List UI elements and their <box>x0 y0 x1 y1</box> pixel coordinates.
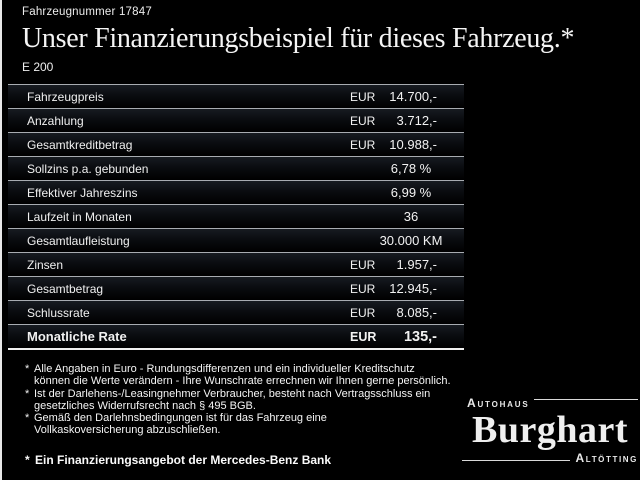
row-currency: EUR <box>350 89 376 104</box>
bank-note: * Ein Finanzierungsangebot der Mercedes-… <box>25 453 331 467</box>
page-title: Unser Finanzierungsbeispiel für dieses F… <box>22 23 575 54</box>
row-label: Sollzins p.a. gebunden <box>27 161 149 176</box>
logo-rule-bottom <box>462 460 570 461</box>
row-value: 12.945,- <box>389 281 437 296</box>
row-currency: EUR <box>350 137 376 152</box>
row-value: 6,99 % <box>390 185 432 200</box>
row-value: 36 <box>403 209 419 224</box>
footnote: * Ist der Darlehens-/Leasingnehmer Verbr… <box>25 388 480 413</box>
table-row: Fahrzeugpreis EUR 14.700,- <box>8 84 464 108</box>
row-label: Fahrzeugpreis <box>27 89 104 104</box>
row-value: 14.700,- <box>389 89 437 104</box>
footnote-line: Ist der Darlehens-/Leasingnehmer Verbrau… <box>34 387 431 400</box>
financing-table: Fahrzeugpreis EUR 14.700,- Anzahlung EUR… <box>8 84 464 350</box>
footnote-line: gesetzliches Widerrufsrecht nach § 495 B… <box>34 399 256 412</box>
row-currency: EUR <box>350 257 376 272</box>
asterisk-marker: * <box>25 363 30 375</box>
row-currency: EUR <box>350 329 377 344</box>
row-currency: EUR <box>350 281 376 296</box>
logo-autohaus-label: Autohaus <box>467 396 530 410</box>
left-accent-line <box>0 0 2 480</box>
row-value: 6,78 % <box>390 161 432 176</box>
row-label: Schlussrate <box>27 305 90 320</box>
row-value: 8.085,- <box>396 305 437 320</box>
table-row: Anzahlung EUR 3.712,- <box>8 108 464 132</box>
footnote-line: Alle Angaben in Euro - Rundungsdifferenz… <box>34 363 415 375</box>
table-row: Laufzeit in Monaten 36 <box>8 204 464 228</box>
row-value: 1.957,- <box>396 257 437 272</box>
footnotes: * Alle Angaben in Euro - Rundungsdiffere… <box>25 363 480 437</box>
row-value: 135,- <box>403 328 437 345</box>
vehicle-model: E 200 <box>22 60 54 74</box>
asterisk-marker: * <box>25 412 30 425</box>
footnote-line: können die Werte verändern - Ihre Wunsch… <box>34 375 451 388</box>
row-label: Gesamtbetrag <box>27 281 104 296</box>
logo-dealer-name: Burghart <box>472 409 628 451</box>
dealer-logo: Autohaus Burghart Altötting <box>462 396 638 465</box>
asterisk-marker: * <box>25 453 30 467</box>
logo-rule-top <box>534 399 638 400</box>
row-label: Effektiver Jahreszins <box>27 185 138 200</box>
table-row-monthly-rate: Monatliche Rate EUR 135,- <box>8 324 464 348</box>
row-currency: EUR <box>350 305 376 320</box>
footnote-line: Gemäß den Darlehnsbedingungen ist für da… <box>34 412 327 425</box>
row-value: 30.000 KM <box>379 233 443 248</box>
table-row: Effektiver Jahreszins 6,99 % <box>8 180 464 204</box>
table-row: Gesamtbetrag EUR 12.945,- <box>8 276 464 300</box>
footnote: * Gemäß den Darlehnsbedingungen ist für … <box>25 412 480 437</box>
row-value: 3.712,- <box>396 113 437 128</box>
asterisk-marker: * <box>25 387 30 400</box>
bank-note-text: Ein Finanzierungsangebot der Mercedes-Be… <box>35 453 332 467</box>
footnote: * Alle Angaben in Euro - Rundungsdiffere… <box>25 363 480 388</box>
table-row: Sollzins p.a. gebunden 6,78 % <box>8 156 464 180</box>
footnote-line: Vollkaskoversicherung abzuschließen. <box>34 424 221 437</box>
row-value: 10.988,- <box>389 137 437 152</box>
row-label: Gesamtkreditbetrag <box>27 137 133 152</box>
table-row: Zinsen EUR 1.957,- <box>8 252 464 276</box>
table-row: Schlussrate EUR 8.085,- <box>8 300 464 324</box>
row-label: Laufzeit in Monaten <box>27 209 132 224</box>
vehicle-number: Fahrzeugnummer 17847 <box>22 6 152 18</box>
table-row: Gesamtlaufleistung 30.000 KM <box>8 228 464 252</box>
row-label: Gesamtlaufleistung <box>27 233 130 248</box>
table-row: Gesamtkreditbetrag EUR 10.988,- <box>8 132 464 156</box>
row-label: Zinsen <box>27 257 64 272</box>
row-label: Monatliche Rate <box>27 329 127 344</box>
logo-city-label: Altötting <box>575 451 638 465</box>
row-label: Anzahlung <box>27 113 84 128</box>
row-currency: EUR <box>350 113 376 128</box>
header: Fahrzeugnummer 17847 Unser Finanzierungs… <box>22 6 622 74</box>
